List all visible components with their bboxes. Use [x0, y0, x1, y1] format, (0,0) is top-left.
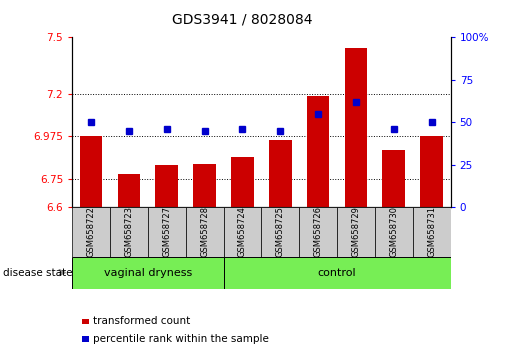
Bar	[117, 174, 140, 207]
Bar	[224, 257, 451, 289]
Bar	[420, 136, 443, 207]
Text: GSM658726: GSM658726	[314, 206, 322, 257]
Bar	[224, 207, 261, 257]
Text: percentile rank within the sample: percentile rank within the sample	[93, 334, 269, 344]
Bar	[269, 140, 291, 207]
Text: control: control	[318, 268, 356, 278]
Text: disease state: disease state	[3, 268, 72, 278]
Text: GSM658723: GSM658723	[125, 206, 133, 257]
Text: GSM658722: GSM658722	[87, 206, 95, 257]
Bar	[307, 96, 330, 207]
Bar	[345, 48, 367, 207]
Bar	[80, 136, 102, 207]
Bar	[375, 207, 413, 257]
Text: GSM658727: GSM658727	[162, 206, 171, 257]
Text: GSM658731: GSM658731	[427, 206, 436, 257]
Bar	[110, 207, 148, 257]
Bar	[193, 164, 216, 207]
Bar	[261, 207, 299, 257]
Bar	[148, 207, 185, 257]
Bar	[156, 165, 178, 207]
Text: GSM658729: GSM658729	[352, 206, 360, 257]
Text: GSM658730: GSM658730	[389, 206, 398, 257]
Bar	[231, 157, 254, 207]
Bar	[337, 207, 375, 257]
Bar	[72, 257, 224, 289]
Bar	[185, 207, 224, 257]
Text: transformed count: transformed count	[93, 316, 191, 326]
Text: vaginal dryness: vaginal dryness	[104, 268, 192, 278]
Text: GSM658725: GSM658725	[276, 206, 285, 257]
Text: GSM658728: GSM658728	[200, 206, 209, 257]
Text: GDS3941 / 8028084: GDS3941 / 8028084	[172, 12, 312, 27]
Bar	[299, 207, 337, 257]
Bar	[72, 207, 110, 257]
Bar	[413, 207, 451, 257]
Text: GSM658724: GSM658724	[238, 206, 247, 257]
Bar	[383, 150, 405, 207]
